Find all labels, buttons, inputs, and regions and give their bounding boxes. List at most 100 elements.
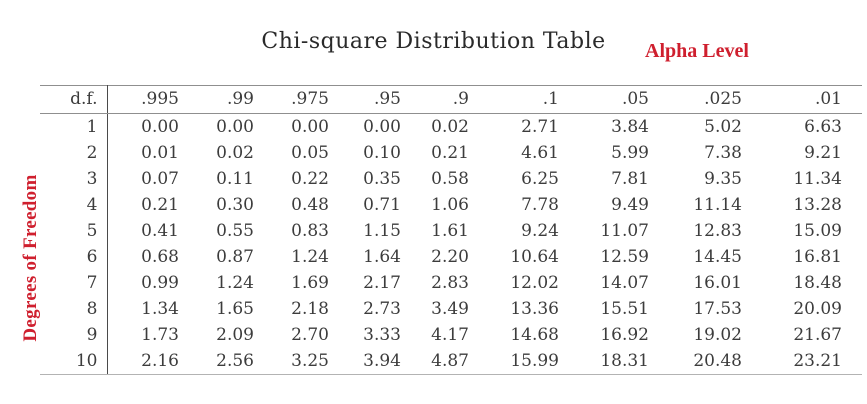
row-header: 5: [40, 218, 108, 244]
table-cell: 1.34: [141, 299, 179, 319]
table-cell: 3.25: [256, 348, 331, 375]
table-cell: 2.20: [431, 247, 469, 267]
table-cell: 0.11: [216, 169, 254, 189]
table-cell: 0.02: [431, 117, 469, 137]
column-header: .1: [471, 85, 561, 114]
column-header: .995: [107, 85, 181, 114]
table-cell: 12.83: [693, 221, 742, 241]
table-cell: 0.87: [216, 247, 254, 267]
table-cell: 2.83: [431, 273, 469, 293]
table-cell: 0.07: [141, 169, 179, 189]
table-cell: 2.73: [363, 299, 401, 319]
table-cell: 9.35: [704, 169, 742, 189]
table-cell: 0.41: [141, 221, 179, 241]
table-cell: 3.33: [363, 325, 401, 345]
table-cell: 6.63: [804, 117, 842, 137]
table-cell: 1.69: [291, 273, 329, 293]
table-cell: 5.99: [611, 143, 649, 163]
table-row: 5 0.41 0.55 0.83 1.15 1.61 9.24 11.07 12.83 15.09: [40, 218, 862, 244]
table-cell: 7.81: [611, 169, 649, 189]
table-cell: 16.01: [693, 273, 742, 293]
table-cell: 0.48: [291, 195, 329, 215]
row-header: 1: [40, 113, 108, 140]
row-header: 4: [40, 192, 108, 218]
table-cell: 4.17: [431, 325, 469, 345]
column-header: .05: [561, 85, 651, 114]
table-row: 3 0.07 0.11 0.22 0.35 0.58 6.25 7.81 9.35 11.34: [40, 166, 862, 192]
row-header: 3: [40, 166, 108, 192]
table-cell: 0.30: [216, 195, 254, 215]
table-cell: 13.36: [510, 299, 559, 319]
table-cell: 11.34: [793, 169, 842, 189]
table-cell: 18.31: [561, 348, 651, 375]
column-header: .025: [651, 85, 744, 114]
degrees-of-freedom-label: Degrees of Freedom: [20, 174, 41, 342]
table-row: 6 0.68 0.87 1.24 1.64 2.20 10.64 12.59 14.45 16.8…: [40, 244, 862, 270]
table-cell: 12.59: [600, 247, 649, 267]
alpha-level-label: Alpha Level: [645, 40, 749, 62]
table-cell: 4.61: [521, 143, 559, 163]
table-cell: 1.24: [291, 247, 329, 267]
row-header: 7: [40, 270, 108, 296]
table-cell: 11.14: [693, 195, 742, 215]
table-cell: 0.00: [363, 117, 401, 137]
table-cell: 14.07: [600, 273, 649, 293]
table-cell: 1.24: [216, 273, 254, 293]
header-row: d.f. .995.99.975.95.9.1.05.025.01: [40, 85, 862, 114]
table-cell: 7.78: [521, 195, 559, 215]
table-cell: 19.02: [693, 325, 742, 345]
table-cell: 2.71: [521, 117, 559, 137]
table-cell: 20.48: [651, 348, 744, 375]
table-cell: 3.84: [611, 117, 649, 137]
table-cell: 12.02: [510, 273, 559, 293]
table-cell: 9.24: [521, 221, 559, 241]
table-cell: 16.92: [600, 325, 649, 345]
row-header: 6: [40, 244, 108, 270]
table-cell: 0.55: [216, 221, 254, 241]
table-cell: 3.94: [331, 348, 403, 375]
table-body: 1 0.00 0.00 0.00 0.00 0.02 2.71 3.84 5.02 6.63 2 0.…: [40, 113, 862, 375]
table-cell: 3.49: [431, 299, 469, 319]
column-header: .01: [744, 85, 862, 114]
table-cell: 0.83: [291, 221, 329, 241]
table-cell: 14.45: [693, 247, 742, 267]
table-row: 1 0.00 0.00 0.00 0.00 0.02 2.71 3.84 5.02 6.63: [40, 113, 862, 140]
page-title: Chi-square Distribution Table: [261, 29, 606, 54]
table-cell: 9.49: [611, 195, 649, 215]
table-cell: 0.05: [291, 143, 329, 163]
table-cell: 1.15: [363, 221, 401, 241]
corner-header: d.f.: [40, 85, 108, 114]
table-cell: 0.21: [431, 143, 469, 163]
table-cell: 0.22: [291, 169, 329, 189]
table-row: 4 0.21 0.30 0.48 0.71 1.06 7.78 9.49 11.14 13.28: [40, 192, 862, 218]
table-cell: 9.21: [804, 143, 842, 163]
table-cell: 0.10: [363, 143, 401, 163]
table-cell: 1.64: [363, 247, 401, 267]
column-header: .99: [181, 85, 256, 114]
table-cell: 15.99: [471, 348, 561, 375]
row-header: 8: [40, 296, 108, 322]
table-cell: 0.00: [141, 117, 179, 137]
table-cell: 6.25: [521, 169, 559, 189]
row-header: 2: [40, 140, 108, 166]
table-row: 2 0.01 0.02 0.05 0.10 0.21 4.61 5.99 7.38 9.21: [40, 140, 862, 166]
table-cell: 1.06: [431, 195, 469, 215]
table-cell: 17.53: [693, 299, 742, 319]
table-cell: 2.18: [291, 299, 329, 319]
table-cell: 0.02: [216, 143, 254, 163]
table-cell: 16.81: [793, 247, 842, 267]
table-cell: 11.07: [600, 221, 649, 241]
table-cell: 13.28: [793, 195, 842, 215]
table-row: 10 2.16 2.56 3.25 3.94 4.87 15.99 18.31 20.48 23.…: [40, 348, 862, 375]
column-header: .9: [403, 85, 471, 114]
table-cell: 0.71: [363, 195, 401, 215]
row-header: 9: [40, 322, 108, 348]
table-cell: 1.73: [141, 325, 179, 345]
table-cell: 1.61: [431, 221, 469, 241]
column-header: .975: [256, 85, 331, 114]
table-cell: 1.65: [216, 299, 254, 319]
table-cell: 2.16: [107, 348, 181, 375]
table-cell: 15.51: [600, 299, 649, 319]
table-cell: 0.58: [431, 169, 469, 189]
table-cell: 2.56: [181, 348, 256, 375]
